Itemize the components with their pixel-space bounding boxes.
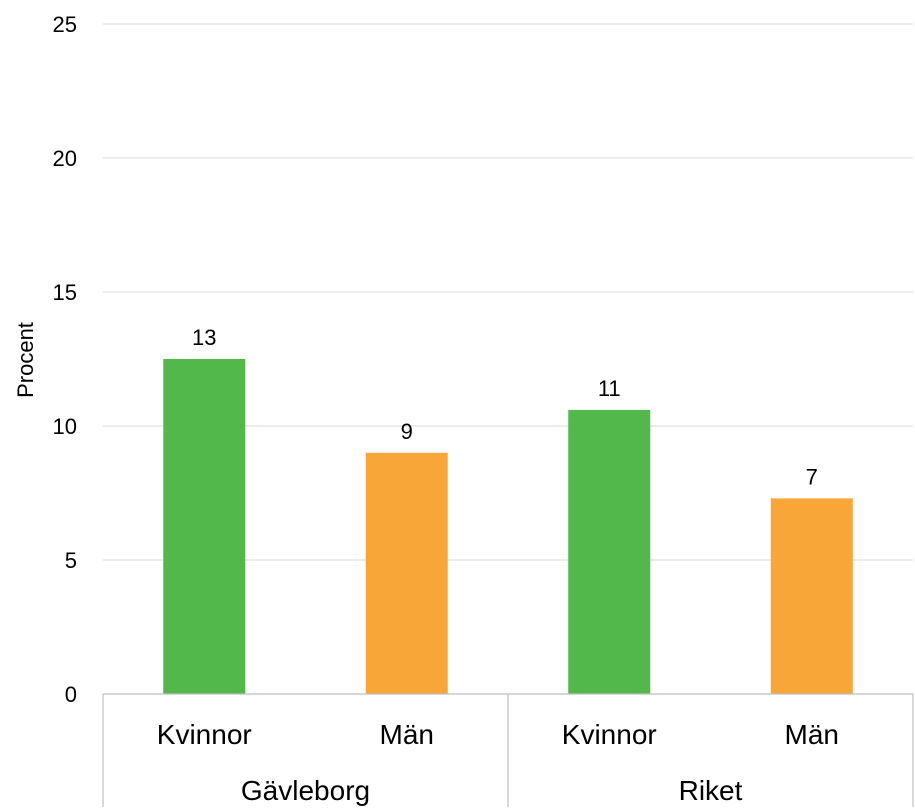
x-category-label: Kvinnor [562,719,657,750]
data-label: 9 [401,419,413,444]
bar [365,452,448,694]
x-category-label: Kvinnor [157,719,252,750]
y-axis-label: Procent [13,322,38,398]
y-tick-label: 20 [53,146,77,171]
y-axis-ticks: 0 5 10 15 20 25 [53,12,77,707]
x-category-label: Män [785,719,839,750]
x-group-label: Riket [679,775,743,806]
data-labels: 13 9 11 7 [192,325,818,489]
bar [568,409,651,694]
bar [770,498,853,694]
y-tick-label: 10 [53,414,77,439]
data-label: 13 [192,325,216,350]
x-axis: Kvinnor Män Kvinnor Män Gävleborg Riket [102,693,914,807]
bars [163,359,853,694]
y-tick-label: 25 [53,12,77,37]
data-label: 7 [806,464,818,489]
y-tick-label: 5 [65,548,77,573]
y-tick-label: 0 [65,682,77,707]
y-tick-label: 15 [53,280,77,305]
bar [163,359,246,694]
x-group-label: Gävleborg [241,775,370,806]
data-label: 11 [598,376,621,401]
x-category-label: Män [380,719,434,750]
